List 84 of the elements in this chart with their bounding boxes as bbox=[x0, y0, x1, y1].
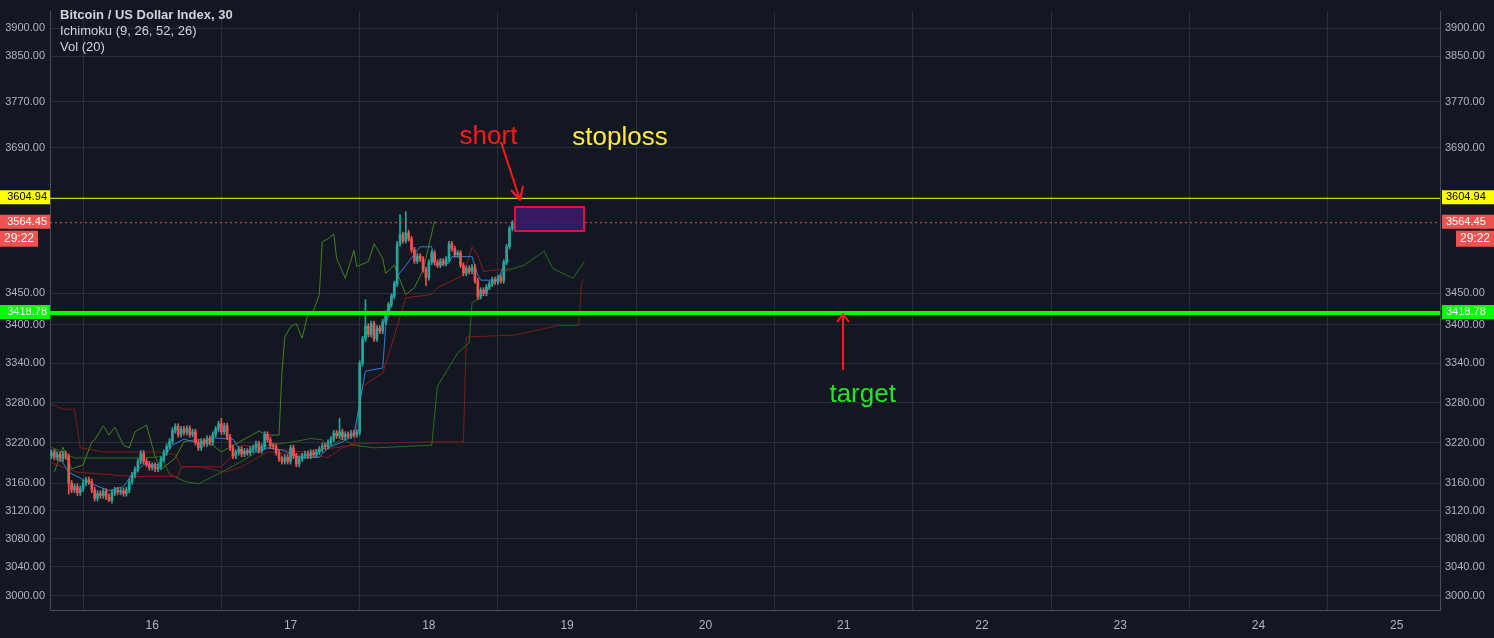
candlestick bbox=[191, 428, 194, 438]
text: 29:22 bbox=[4, 231, 35, 246]
candlestick bbox=[243, 448, 246, 457]
candlestick bbox=[263, 431, 266, 450]
candlestick bbox=[338, 418, 341, 439]
candlestick bbox=[99, 490, 102, 499]
candlestick bbox=[237, 446, 241, 456]
y-tick-label: 3400.00 bbox=[1445, 317, 1485, 330]
y-tick-label: 3120.00 bbox=[1445, 503, 1485, 516]
annotation: stoploss bbox=[572, 121, 668, 152]
x-tick-label: 22 bbox=[975, 617, 989, 632]
candlestick bbox=[240, 446, 243, 457]
text: 3160.00 bbox=[5, 476, 45, 489]
candlestick bbox=[341, 428, 344, 441]
y-tick-label: 3850.00 bbox=[1445, 49, 1485, 62]
x-tick-label: 21 bbox=[836, 617, 851, 632]
candlestick bbox=[52, 449, 56, 461]
x-tick-label: 17 bbox=[283, 617, 298, 632]
annotation: short bbox=[459, 120, 519, 151]
ref-line-label: 3604.94 bbox=[7, 190, 47, 203]
ref-line-label: 3418.78 bbox=[7, 304, 47, 317]
candlestick bbox=[50, 449, 53, 460]
text: 3340.00 bbox=[5, 356, 45, 369]
candlestick bbox=[335, 430, 338, 439]
candlestick bbox=[142, 450, 145, 465]
candlestick bbox=[122, 487, 125, 497]
candlestick bbox=[148, 461, 151, 471]
text: 3564.45 bbox=[1446, 214, 1486, 227]
x-tick-label: 19 bbox=[560, 617, 575, 632]
x-tick-label: 20 bbox=[698, 617, 713, 632]
candlestick bbox=[433, 250, 436, 265]
candlestick bbox=[286, 454, 289, 465]
text: 3400.00 bbox=[5, 317, 45, 330]
annotation: Vol (20) bbox=[60, 39, 106, 55]
text: Ichimoku (9, 26, 52, 26) bbox=[60, 23, 198, 39]
candlestick bbox=[312, 449, 315, 458]
y-tick-label: 3900.00 bbox=[1445, 21, 1485, 34]
x-tick-label: 25 bbox=[1390, 617, 1404, 632]
ref-line-label: 3564.45 bbox=[7, 214, 47, 227]
text: 3000.00 bbox=[5, 588, 45, 601]
y-tick-label: 3340.00 bbox=[1445, 356, 1485, 369]
candlestick bbox=[323, 442, 327, 450]
candlestick bbox=[246, 448, 249, 456]
candlestick bbox=[482, 287, 485, 297]
y-tick-label: 3080.00 bbox=[1445, 531, 1485, 544]
y-tick-label: 3450.00 bbox=[1445, 286, 1485, 299]
text: 3900.00 bbox=[5, 21, 45, 34]
text: 29:22 bbox=[1459, 231, 1490, 246]
annotation: target bbox=[829, 378, 897, 409]
x-tick-label: 16 bbox=[145, 617, 160, 632]
y-tick-label: 3690.00 bbox=[1445, 140, 1485, 153]
text: 3604.94 bbox=[1446, 190, 1486, 203]
candlestick bbox=[315, 448, 318, 458]
candlestick bbox=[367, 323, 370, 338]
text: 3690.00 bbox=[5, 140, 45, 153]
text: 3080.00 bbox=[5, 531, 45, 544]
text: 3120.00 bbox=[5, 503, 45, 516]
candlestick bbox=[289, 444, 292, 465]
candlestick bbox=[76, 483, 79, 496]
x-tick-label: 23 bbox=[1113, 617, 1128, 632]
candlestick bbox=[73, 483, 76, 494]
x-tick-label: 18 bbox=[422, 617, 436, 632]
candlestick bbox=[119, 487, 122, 496]
chart-title: Bitcoin / US Dollar Index, 30 bbox=[60, 7, 233, 23]
text: 3450.00 bbox=[5, 286, 45, 299]
text: 3040.00 bbox=[5, 559, 45, 572]
text: 3850.00 bbox=[5, 49, 45, 62]
candlestick bbox=[318, 446, 321, 455]
candlestick bbox=[96, 490, 99, 502]
y-tick-label: 3220.00 bbox=[1445, 435, 1485, 448]
y-tick-label: 3770.00 bbox=[1445, 94, 1485, 107]
y-tick-label: 3040.00 bbox=[1445, 559, 1485, 572]
text: 3220.00 bbox=[5, 435, 45, 448]
x-tick-label: 24 bbox=[1251, 617, 1266, 632]
candlestick bbox=[220, 418, 223, 435]
text: 3770.00 bbox=[5, 94, 45, 107]
y-tick-label: 3160.00 bbox=[1445, 476, 1485, 489]
candlestick bbox=[439, 258, 442, 269]
candlestick bbox=[217, 420, 220, 433]
y-tick-label: 3280.00 bbox=[1445, 395, 1485, 408]
y-tick-label: 3000.00 bbox=[1445, 588, 1485, 601]
text: 3280.00 bbox=[5, 395, 45, 408]
text: 3418.78 bbox=[1446, 304, 1486, 317]
candlestick bbox=[485, 284, 488, 297]
